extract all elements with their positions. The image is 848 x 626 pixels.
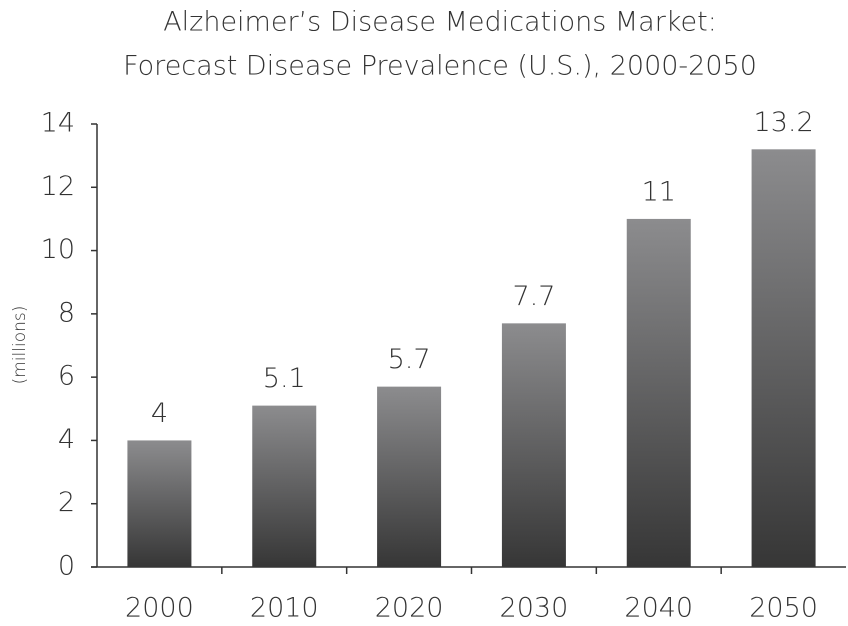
y-tick-label: 10 (41, 234, 75, 265)
value-label: 4 (151, 398, 168, 429)
y-tick-label: 8 (58, 297, 75, 328)
value-label: 13.2 (754, 107, 814, 138)
bar (377, 386, 442, 567)
y-axis-label: (millions) (10, 306, 30, 385)
bar (751, 149, 816, 568)
chart-title: Alzheimer’s Disease Medications Market: (163, 7, 717, 38)
y-tick-label: 12 (41, 171, 75, 202)
y-tick-label: 14 (41, 108, 75, 139)
value-label: 11 (642, 176, 676, 207)
x-tick-label: 2020 (375, 593, 444, 624)
chart-title: Forecast Disease Prevalence (U.S.), 2000… (123, 51, 757, 82)
bar (127, 440, 192, 567)
value-label: 7.7 (512, 281, 555, 312)
y-tick-label: 0 (58, 551, 75, 582)
value-label: 5.7 (388, 344, 431, 375)
x-tick-label: 2030 (500, 593, 569, 624)
y-tick-label: 2 (58, 487, 75, 518)
x-tick-label: 2040 (624, 593, 693, 624)
bar (501, 323, 566, 567)
bar (626, 218, 691, 567)
x-tick-label: 2050 (749, 593, 818, 624)
x-tick-label: 2010 (250, 593, 319, 624)
x-tick-label: 2000 (125, 593, 194, 624)
y-tick-label: 4 (58, 424, 75, 455)
y-tick-label: 6 (58, 361, 75, 392)
bar (252, 405, 317, 567)
value-label: 5.1 (263, 363, 306, 394)
